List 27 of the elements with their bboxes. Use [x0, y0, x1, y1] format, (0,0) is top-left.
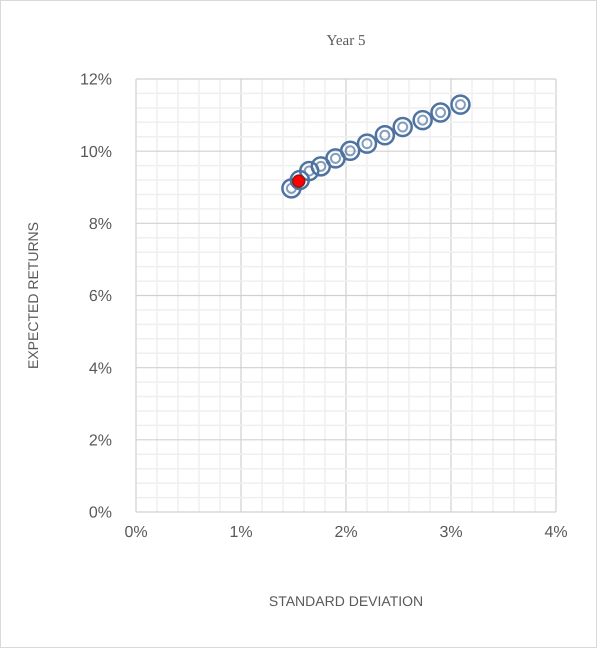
x-tick-label: 2% — [334, 524, 358, 541]
point — [356, 133, 378, 154]
y-tick-label: 4% — [88, 360, 112, 378]
y-tick-label: 8% — [88, 216, 112, 233]
y-tick-label: 2% — [88, 432, 112, 450]
point — [325, 148, 346, 169]
chart-title: Year 5 — [326, 33, 366, 49]
x-tick-label: 0% — [124, 524, 148, 541]
point — [412, 110, 433, 130]
y-tick-label: 6% — [88, 288, 112, 306]
x-tick-label: 3% — [439, 524, 463, 541]
point — [340, 140, 360, 162]
point — [430, 102, 451, 123]
x-tick-label: 1% — [229, 524, 253, 541]
point — [392, 116, 413, 138]
point — [310, 156, 332, 177]
point — [374, 125, 396, 146]
point — [290, 170, 310, 190]
y-tick-label: 10% — [80, 144, 112, 161]
y-tick-label: 0% — [88, 504, 112, 522]
x-tick-label: 4% — [544, 524, 568, 541]
y-tick-label: 12% — [80, 72, 112, 89]
x-axis-title: STANDARD DEVIATION — [268, 593, 424, 609]
point — [281, 178, 302, 199]
y-axis-title: EXPECTED RETURNS — [25, 222, 41, 370]
point — [450, 94, 471, 115]
point — [299, 160, 320, 182]
